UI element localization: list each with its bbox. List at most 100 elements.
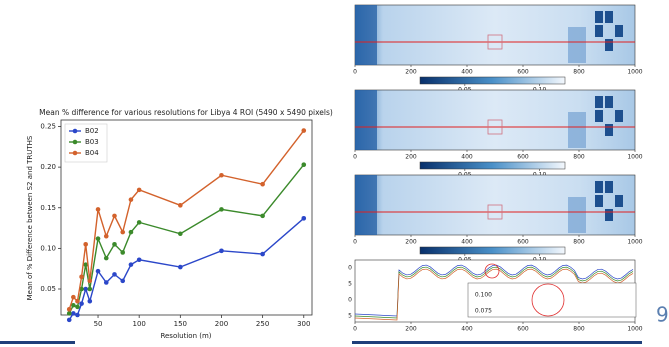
colorbar (419, 246, 566, 255)
point (87, 298, 93, 304)
point (66, 317, 72, 323)
point (128, 262, 134, 267)
legend-label: B04 (85, 149, 99, 157)
dark-region (355, 5, 377, 65)
x-tick-label: 50 (94, 320, 103, 328)
y-tick-label: 0.15 (40, 204, 56, 212)
series-line (68, 217, 305, 321)
point (83, 242, 88, 247)
legend-box (64, 123, 108, 163)
x-tick-label: 200 (405, 239, 417, 246)
x-tick-label: 800 (573, 239, 585, 246)
x-tick-label: 0 (353, 154, 357, 161)
y-tick-label: 0.10 (40, 244, 56, 252)
point (178, 203, 183, 208)
x-tick-label: 600 (517, 154, 529, 161)
inset-tick-label: 0.075 (475, 308, 492, 315)
field (595, 195, 603, 207)
x-tick-label: 600 (517, 239, 529, 246)
x-tick-label: 800 (573, 154, 585, 161)
profile-line (354, 264, 634, 317)
inset-tick-label: 0.100 (475, 292, 492, 299)
point (112, 242, 117, 247)
y-tick-label: 5 (348, 281, 352, 288)
point (128, 229, 134, 235)
point (79, 301, 84, 306)
point (83, 286, 88, 292)
point (301, 128, 307, 133)
chart-title: Mean % difference for various resolution… (39, 108, 333, 117)
point (95, 268, 101, 274)
roi-box (487, 34, 503, 50)
legend-marker (72, 139, 78, 145)
point (219, 207, 224, 212)
x-tick-label: 0 (353, 326, 357, 333)
point (103, 280, 109, 285)
field (615, 25, 623, 37)
x-tick-label: 100 (132, 320, 145, 328)
profile-line (354, 268, 634, 321)
x-tick-label: 400 (461, 154, 473, 161)
dark-region (355, 90, 377, 150)
field (595, 110, 603, 122)
series-line (68, 130, 305, 310)
point (103, 233, 109, 239)
zoom-circle (531, 283, 565, 317)
legend-label: B03 (85, 138, 99, 146)
legend-marker (72, 128, 78, 134)
x-tick-label: 400 (461, 326, 473, 333)
point (260, 213, 265, 219)
point (219, 248, 224, 254)
legend-marker (72, 150, 78, 156)
page-number: 9 (656, 303, 669, 327)
x-tick-label: 200 (405, 326, 417, 333)
x-tick-label: 1000 (627, 326, 642, 333)
point (71, 311, 76, 316)
x-tick-label: 0 (353, 239, 357, 246)
point (136, 257, 142, 263)
x-tick-label: 200 (405, 154, 417, 161)
x-tick-label: 600 (517, 326, 529, 333)
x-tick-label: 400 (461, 69, 473, 76)
x-tick-label: 1000 (627, 239, 642, 246)
point (178, 264, 183, 270)
point (75, 304, 80, 310)
roi-box (487, 204, 503, 220)
x-tick-label: 400 (461, 239, 473, 246)
roi-box (487, 119, 503, 135)
plot-frame (60, 119, 313, 316)
y-tick-label: 0 (348, 297, 352, 304)
field (595, 96, 603, 108)
point (66, 311, 72, 316)
field (595, 11, 603, 23)
dark-region (355, 175, 377, 235)
point (112, 213, 117, 219)
point (301, 216, 307, 221)
point (79, 286, 84, 292)
point (128, 197, 134, 202)
x-tick-label: 800 (573, 326, 585, 333)
inset (467, 282, 637, 318)
field (605, 124, 613, 136)
point (260, 251, 265, 257)
colorbar (419, 76, 566, 85)
point (219, 172, 224, 178)
field (615, 195, 623, 207)
y-tick-label: 0.05 (40, 285, 56, 293)
point (79, 274, 84, 280)
profile-line (354, 266, 634, 319)
zoom-circle (484, 263, 500, 279)
point (120, 278, 126, 284)
x-tick-label: 1000 (627, 69, 642, 76)
y-axis-label: Mean of % Difference between S2 and TRUT… (26, 135, 34, 300)
field (595, 25, 603, 37)
x-tick-label: 600 (517, 69, 529, 76)
field (605, 181, 613, 193)
colorbar (419, 161, 566, 170)
point (75, 312, 80, 318)
field-region (568, 112, 586, 148)
x-tick-label: 150 (174, 320, 187, 328)
point (95, 207, 101, 212)
point (87, 278, 93, 284)
